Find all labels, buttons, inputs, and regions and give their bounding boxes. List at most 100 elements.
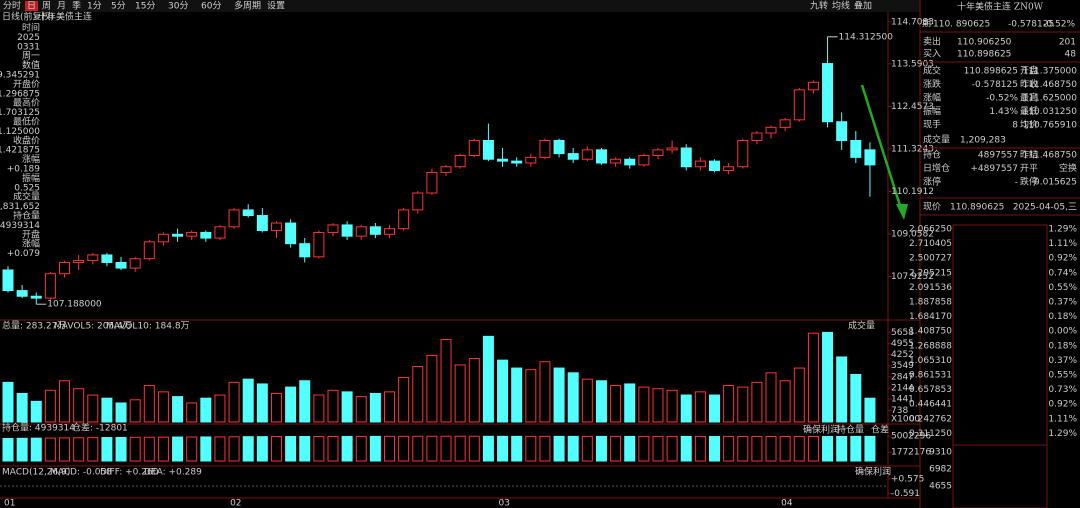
candle-body — [270, 222, 282, 232]
arrow-shaft — [860, 84, 904, 213]
row-label: 现手 — [923, 119, 941, 131]
y-tick-label: 110.1912 — [891, 187, 934, 197]
toolbar-tab[interactable]: 分时 — [3, 0, 21, 12]
row-label: 持仓 — [923, 149, 941, 161]
quote-title: 十年美债主连 ZN0W — [957, 1, 1044, 13]
row-label: 最低 — [1020, 105, 1038, 117]
toolbar-tab[interactable]: 30分 — [168, 1, 188, 12]
bar — [412, 435, 424, 462]
y-tick-label: 111.3243 — [891, 144, 934, 154]
candle-body — [539, 139, 551, 158]
candle-body — [511, 160, 523, 164]
bar — [822, 331, 834, 423]
bar — [497, 359, 509, 423]
row-label: 均价 — [1020, 119, 1038, 131]
toolbar-tab[interactable]: 15分 — [135, 1, 155, 12]
toolbar-tab[interactable]: 日 — [27, 1, 36, 12]
bar — [115, 402, 127, 423]
info-item: 111.421875 — [0, 146, 40, 156]
candle-body — [73, 260, 85, 263]
chart-header: 日线(前复权) — [2, 11, 54, 23]
row-value: -0.52% — [986, 94, 1018, 104]
y-tick-label: 738 — [891, 406, 908, 416]
mini-right-label: 0.92% — [1048, 400, 1077, 410]
toolbar-tab[interactable]: 周 — [42, 1, 51, 12]
quote-flag: 期 — [922, 19, 931, 30]
info-item: 0.525 — [14, 183, 40, 193]
info-item: 涨幅 — [22, 238, 40, 250]
x-tick-label: 02 — [230, 499, 241, 508]
row-label: 振幅 — [923, 105, 941, 117]
bar — [807, 332, 819, 423]
candle-body — [793, 89, 805, 121]
mini-header: 110.890625 — [950, 203, 1004, 213]
bar — [850, 435, 862, 462]
bar — [270, 436, 282, 462]
row-value: 8 — [1012, 121, 1018, 131]
toolbar-tab[interactable]: 月 — [57, 1, 66, 12]
toolbar-button[interactable]: 叠加 — [854, 1, 872, 12]
mini-right-label: 0.00% — [1048, 327, 1077, 337]
bar — [214, 394, 226, 423]
book-label: 买入 — [923, 49, 941, 60]
bar — [256, 383, 268, 423]
toolbar-button[interactable]: 九转 — [810, 0, 828, 12]
candle-body — [454, 154, 466, 168]
bar — [355, 396, 367, 423]
candle-body — [652, 149, 664, 156]
candle-body — [765, 126, 777, 134]
mini-vol-label: 6982 — [929, 465, 952, 475]
row-label: 成交 — [923, 65, 941, 77]
mini-left-label: 1.065310 — [909, 356, 952, 366]
bar — [129, 436, 141, 462]
y-tick-label: 5002296 — [891, 432, 931, 442]
info-item: 开盘价 — [13, 78, 40, 90]
row-value: 111.468750 — [1023, 80, 1078, 90]
mini-right-label: 0.73% — [1048, 385, 1077, 395]
y-tick-label: 114.7083 — [891, 17, 934, 27]
candle-body — [595, 149, 607, 164]
toolbar-tab[interactable]: 设置 — [267, 1, 285, 12]
candle-body — [779, 119, 791, 128]
candle-body — [440, 166, 452, 173]
bar — [115, 436, 127, 462]
bar — [30, 400, 42, 423]
y-tick-label: 1772176 — [891, 448, 931, 458]
toolbar-tab[interactable]: 60分 — [201, 1, 221, 12]
candle-body — [143, 241, 155, 260]
row-label: 涨跌 — [923, 79, 941, 90]
bar — [228, 381, 240, 423]
candle-body — [299, 243, 311, 258]
toolbar-tab[interactable]: 季 — [72, 0, 81, 12]
bar — [482, 335, 494, 423]
candle-body — [87, 254, 99, 262]
bar — [468, 435, 480, 462]
panel-header: MAVOL10: 184.8万 — [106, 322, 190, 332]
x-tick-label: 04 — [781, 499, 793, 508]
toolbar-tab[interactable]: 1分 — [87, 1, 102, 12]
bar — [440, 339, 452, 423]
row-label: 日增仓 — [923, 162, 950, 174]
toolbar-button[interactable]: 均线 — [832, 0, 850, 12]
bar — [256, 436, 268, 462]
toolbar-tab[interactable]: 5分 — [111, 1, 126, 12]
bar — [313, 435, 325, 462]
bar — [2, 381, 14, 423]
mini-left-label: 2.295215 — [909, 268, 952, 278]
candle-body — [313, 231, 325, 258]
row-value: 4897557 — [978, 151, 1018, 161]
bar — [567, 435, 579, 462]
toolbar-tab[interactable]: 多周期 — [234, 0, 261, 12]
bar — [172, 436, 184, 462]
toolbar-bg — [0, 0, 920, 12]
bar — [214, 436, 226, 462]
panel-corner: 持仓量 — [837, 424, 864, 436]
bar — [709, 394, 720, 423]
candle-body — [129, 258, 141, 269]
bar — [143, 385, 155, 423]
bar — [426, 435, 438, 462]
info-item: 时间 — [22, 22, 40, 34]
bar — [327, 389, 339, 423]
info-item: 2025 — [17, 33, 40, 43]
bar — [242, 378, 254, 423]
